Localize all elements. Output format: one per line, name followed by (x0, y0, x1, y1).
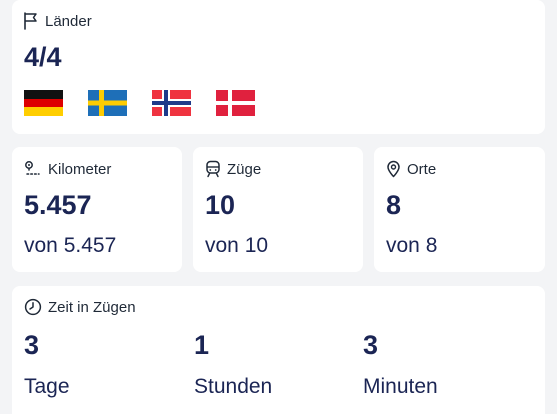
places-label: Orte (407, 160, 437, 178)
days-value: 3 (24, 330, 40, 360)
sweden-flag-icon (88, 90, 127, 116)
kilometer-label: Kilometer (48, 160, 112, 178)
kilometer-card: Kilometer 5.457 von 5.457 (12, 147, 182, 272)
time-label: Zeit in Zügen (48, 298, 136, 316)
hours-unit: Stunden (194, 375, 273, 398)
kilometer-value: 5.457 (24, 190, 92, 220)
places-total: von 8 (386, 234, 438, 257)
countries-value: 4/4 (24, 42, 62, 72)
hours-value: 1 (194, 330, 210, 360)
kilometer-label-row: Kilometer (24, 160, 111, 178)
trains-label-row: Züge (205, 160, 261, 178)
countries-label-row: Länder (23, 12, 92, 30)
trains-card: Züge 10 von 10 (193, 147, 363, 272)
trains-total: von 10 (205, 234, 269, 257)
minutes-unit: Minuten (363, 375, 438, 398)
minutes-value: 3 (363, 330, 379, 360)
flag-icon (23, 12, 39, 30)
denmark-flag-icon (216, 90, 255, 116)
map-pin-icon (386, 160, 401, 178)
train-icon (205, 160, 221, 178)
places-label-row: Orte (386, 160, 436, 178)
places-card: Orte 8 von 8 (374, 147, 545, 272)
flag-list (24, 90, 255, 116)
days-unit: Tage (24, 375, 70, 398)
time-label-row: Zeit in Zügen (24, 298, 136, 316)
route-icon (24, 160, 42, 178)
trains-label: Züge (227, 160, 262, 178)
norway-flag-icon (152, 90, 191, 116)
time-card: Zeit in Zügen 3 Tage 1 Stunden 3 Minuten (12, 286, 545, 414)
germany-flag-icon (24, 90, 63, 116)
trains-value: 10 (205, 190, 236, 220)
countries-label: Länder (45, 12, 92, 30)
kilometer-total: von 5.457 (24, 234, 117, 257)
clock-icon (24, 298, 42, 316)
places-value: 8 (386, 190, 402, 220)
countries-card: Länder 4/4 (12, 0, 545, 134)
